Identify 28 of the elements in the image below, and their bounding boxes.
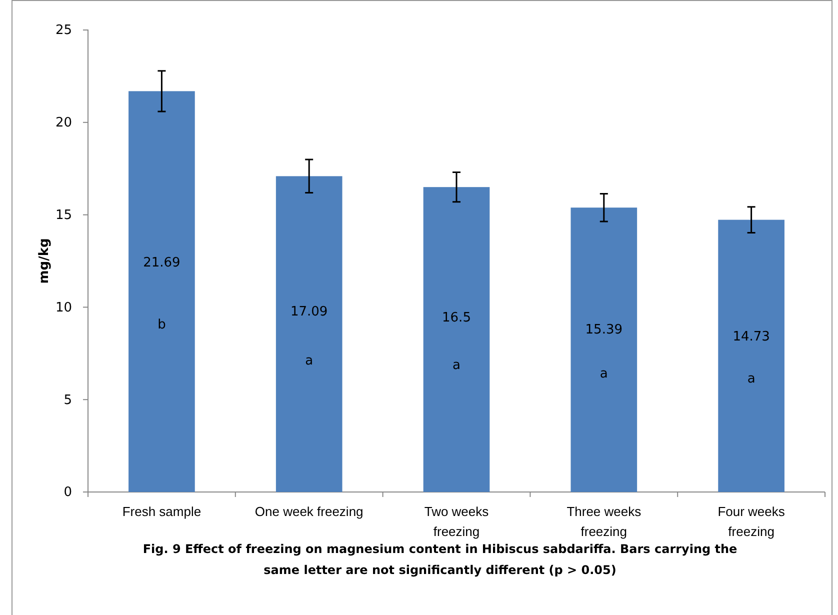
data-label: 15.39 xyxy=(585,322,623,338)
y-axis-title: mg/kg xyxy=(37,238,52,284)
data-label: 21.69 xyxy=(143,256,180,271)
x-tick-label: Two weeks freezing xyxy=(424,504,490,539)
bar xyxy=(423,187,490,492)
x-tick-label: Fresh sample xyxy=(122,504,202,519)
annotation: a xyxy=(600,366,608,382)
data-label: 16.5 xyxy=(442,310,471,326)
bar xyxy=(128,91,195,492)
annotation: b xyxy=(158,318,166,333)
y-tick-label: 25 xyxy=(55,23,72,38)
x-tick-label: Three weeks freezing xyxy=(566,504,642,539)
data-label: 17.09 xyxy=(290,304,328,320)
x-tick-label: One week freezing xyxy=(254,504,364,519)
data-label: 14.73 xyxy=(732,329,770,344)
bar xyxy=(570,208,638,492)
y-tick-label: 20 xyxy=(55,116,72,131)
x-tick-label: Four weeks freezing xyxy=(718,504,786,539)
y-tick-label: 15 xyxy=(55,208,72,223)
y-tick-label: 0 xyxy=(64,485,72,500)
caption: Fig. 9 Effect of freezing on magnesium content in Hibiscus sabdariffa. Bars carrying the same letter are not significantly different (p > 0.05) xyxy=(142,542,738,577)
y-tick-label: 10 xyxy=(55,300,72,316)
annotation: a xyxy=(747,372,756,387)
annotation: a xyxy=(452,358,460,373)
y-tick-label: 5 xyxy=(64,392,72,408)
bar xyxy=(276,176,342,492)
bar xyxy=(718,220,784,492)
annotation: a xyxy=(305,353,314,368)
